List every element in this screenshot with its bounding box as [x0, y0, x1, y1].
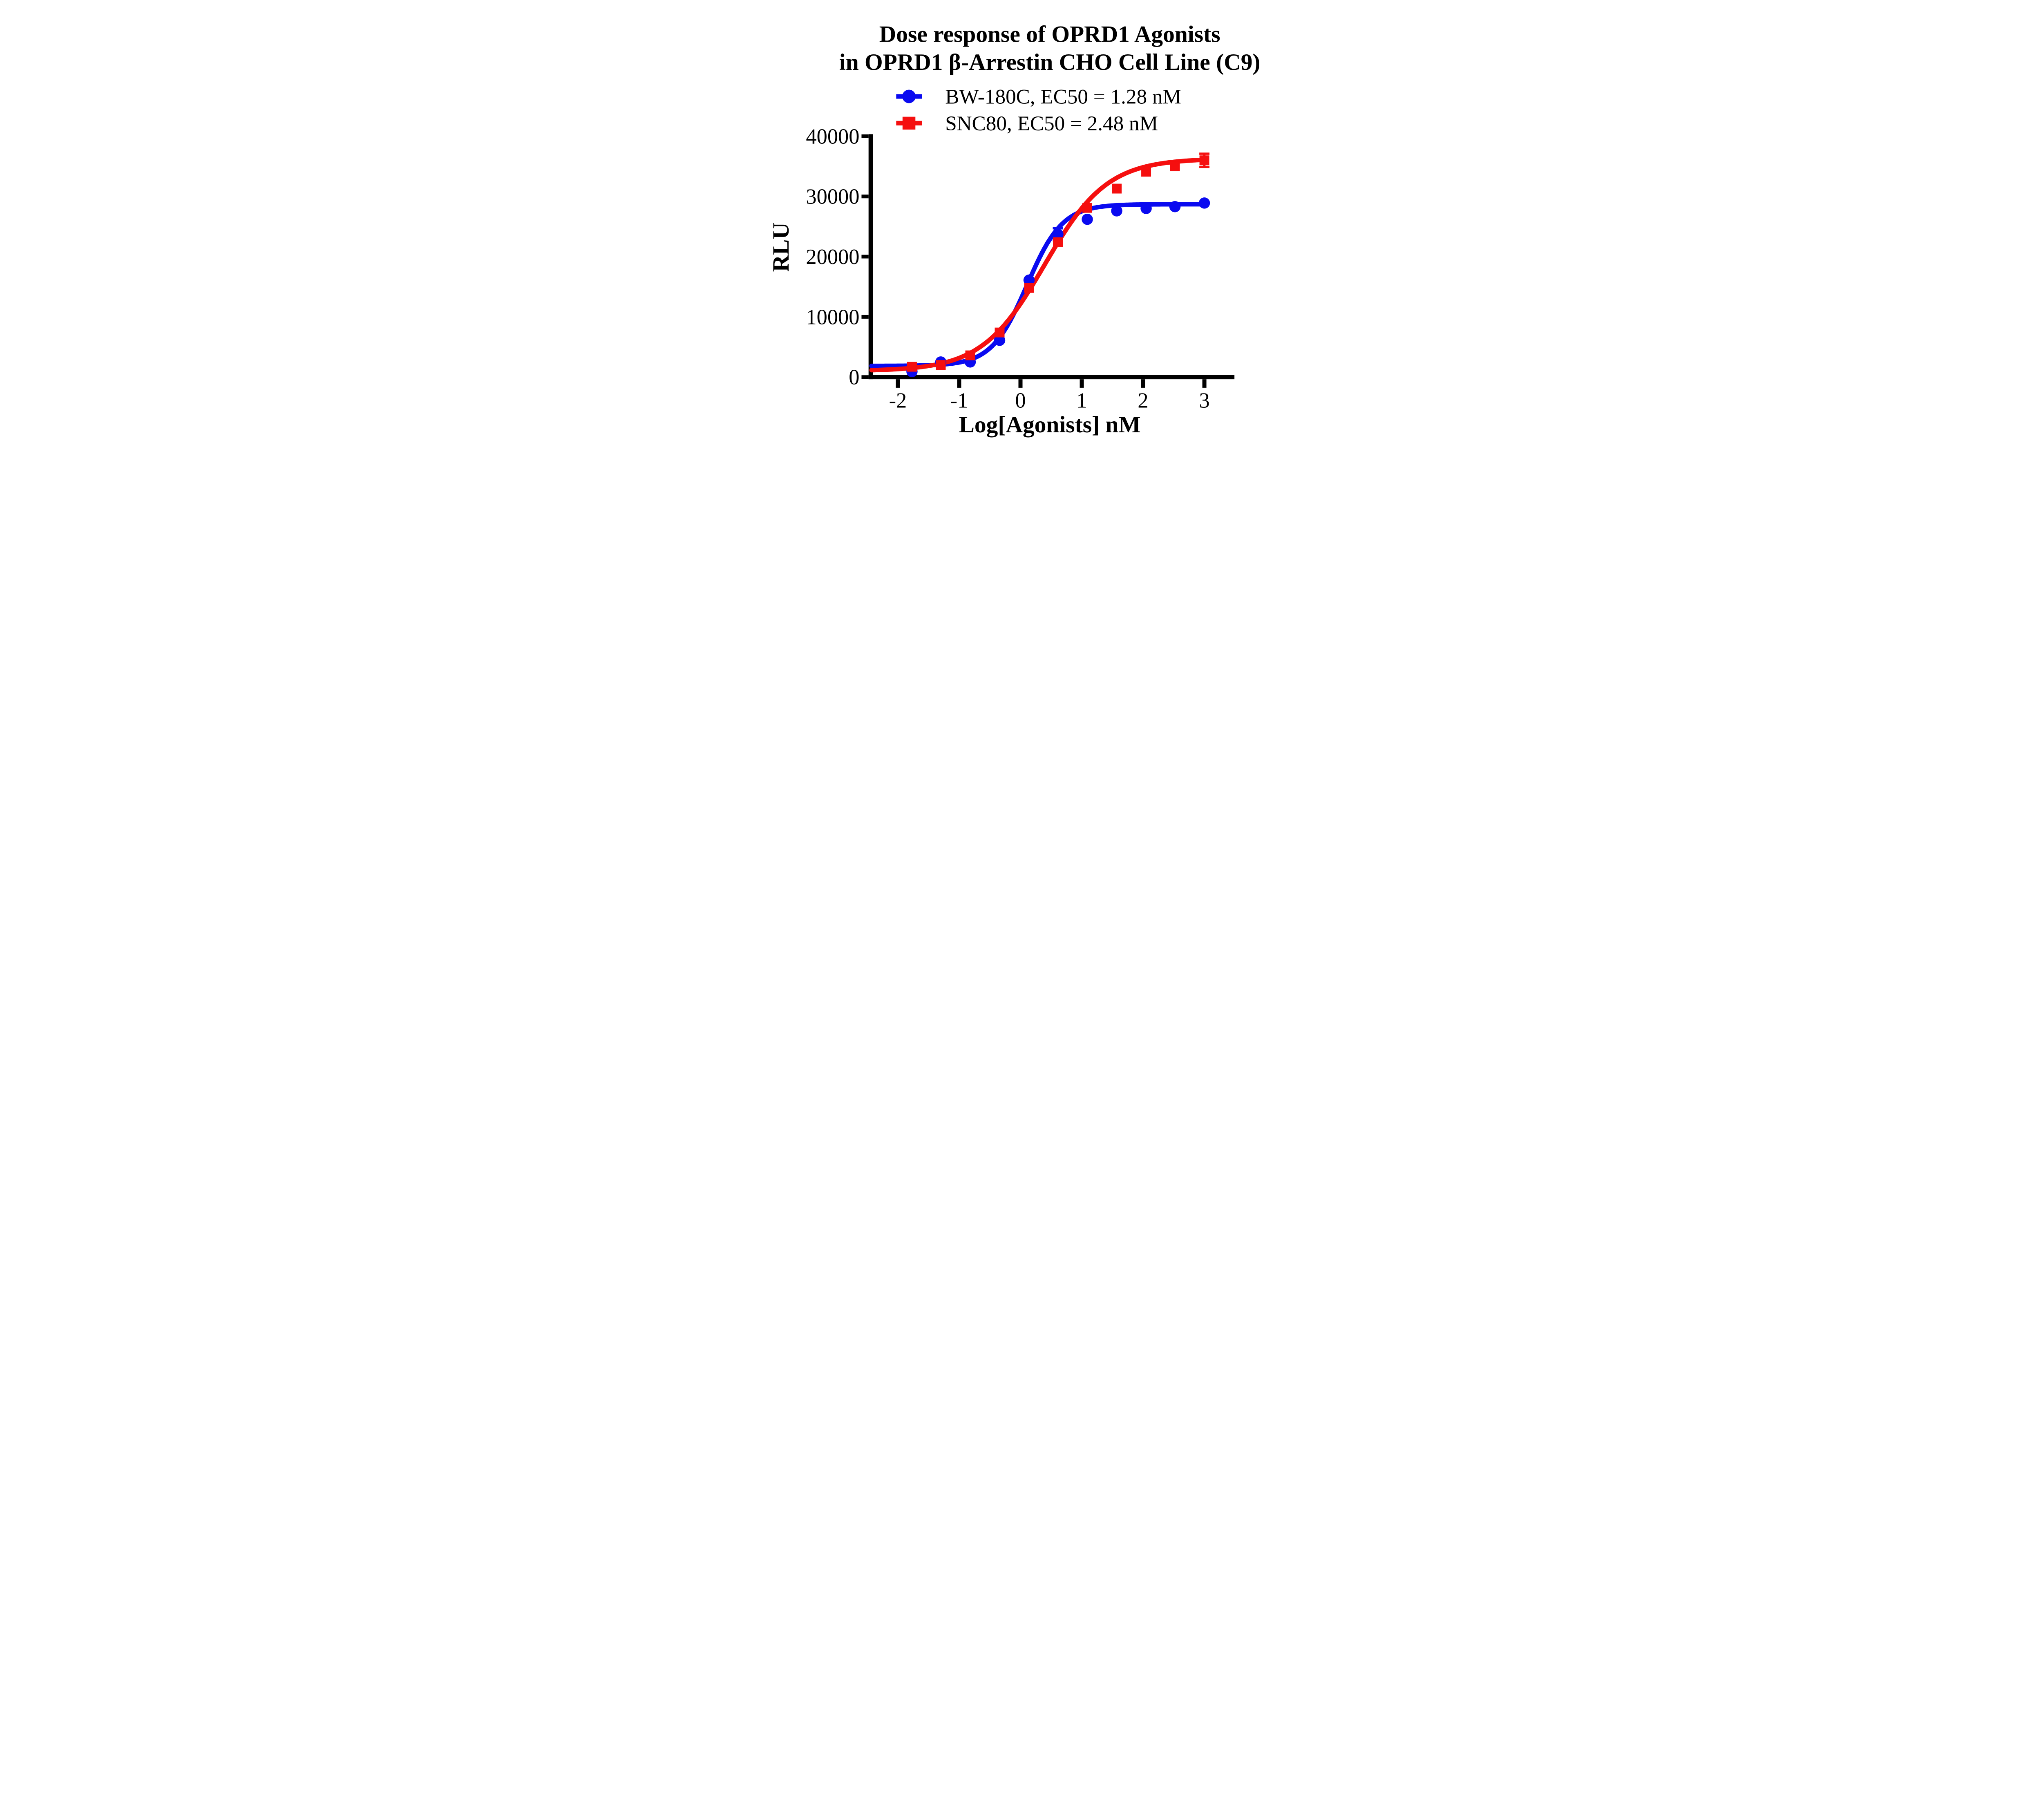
y-tick-label: 40000	[806, 125, 859, 148]
y-axis-label: RLU	[768, 222, 794, 272]
legend-marker-circle-icon	[902, 89, 916, 103]
data-point-snc80	[995, 327, 1005, 338]
series-markers-bw-180c	[906, 197, 1210, 378]
data-point-snc80	[965, 350, 975, 360]
y-tick-label: 0	[849, 366, 859, 389]
data-point-bw-180c	[1169, 201, 1181, 212]
y-axis-ticks: 0 10000 20000 30000 40000	[806, 125, 869, 389]
x-tick-label: 2	[1138, 389, 1148, 412]
x-axis-label: Log[Agonists] nM	[959, 412, 1141, 438]
chart-title-line2: in OPRD1 β-Arrestin CHO Cell Line (C9)	[839, 49, 1261, 75]
y-axis: 0 10000 20000 30000 40000 RLU	[768, 125, 873, 389]
y-tick-label: 30000	[806, 185, 859, 209]
legend-marker-square-icon	[902, 116, 916, 130]
y-tick-label: 10000	[806, 305, 859, 329]
data-point-snc80	[936, 360, 946, 370]
legend-label-bw-180c: BW-180C, EC50 = 1.28 nM	[945, 85, 1181, 108]
x-tick-label: 3	[1199, 389, 1209, 412]
x-tick-label: 0	[1015, 389, 1026, 412]
data-point-bw-180c	[994, 335, 1006, 346]
series-markers-snc80	[907, 155, 1209, 372]
x-axis-ticks: -2 -1 0 1 2 3	[889, 379, 1210, 412]
data-point-bw-180c	[1111, 205, 1122, 217]
data-point-snc80	[1053, 237, 1063, 247]
legend: BW-180C, EC50 = 1.28 nM SNC80, EC50 = 2.…	[896, 85, 1181, 135]
data-point-bw-180c	[1082, 213, 1093, 225]
legend-item-bw-180c: BW-180C, EC50 = 1.28 nM	[896, 85, 1181, 108]
fit-curve-snc80	[869, 157, 1206, 373]
data-point-snc80	[1141, 167, 1151, 177]
x-axis: -2 -1 0 1 2 3 Log[Agonists] nM	[868, 375, 1235, 438]
dose-response-chart: Dose response of OPRD1 Agonists in OPRD1…	[756, 3, 1287, 458]
data-point-snc80	[1082, 203, 1093, 213]
data-point-snc80	[907, 362, 917, 372]
chart-title: Dose response of OPRD1 Agonists in OPRD1…	[839, 21, 1261, 75]
data-point-snc80	[1024, 283, 1034, 293]
x-tick-label: -2	[889, 389, 907, 412]
x-tick-label: -1	[950, 389, 968, 412]
data-point-snc80	[1112, 183, 1122, 194]
plot-area	[869, 152, 1210, 378]
legend-item-snc80: SNC80, EC50 = 2.48 nM	[896, 112, 1158, 135]
data-point-bw-180c	[1052, 228, 1064, 240]
data-point-bw-180c	[1140, 203, 1152, 214]
chart-title-line1: Dose response of OPRD1 Agonists	[879, 21, 1220, 47]
x-tick-label: 1	[1076, 389, 1087, 412]
data-point-bw-180c	[1023, 274, 1035, 286]
legend-label-snc80: SNC80, EC50 = 2.48 nM	[945, 112, 1158, 135]
y-tick-label: 20000	[806, 245, 859, 269]
data-point-snc80	[1170, 161, 1180, 172]
data-point-bw-180c	[1198, 197, 1210, 209]
data-point-snc80	[1199, 155, 1209, 165]
figure-page: Dose response of OPRD1 Agonists in OPRD1…	[753, 0, 1290, 461]
fit-curve-bw-180c	[869, 202, 1206, 368]
